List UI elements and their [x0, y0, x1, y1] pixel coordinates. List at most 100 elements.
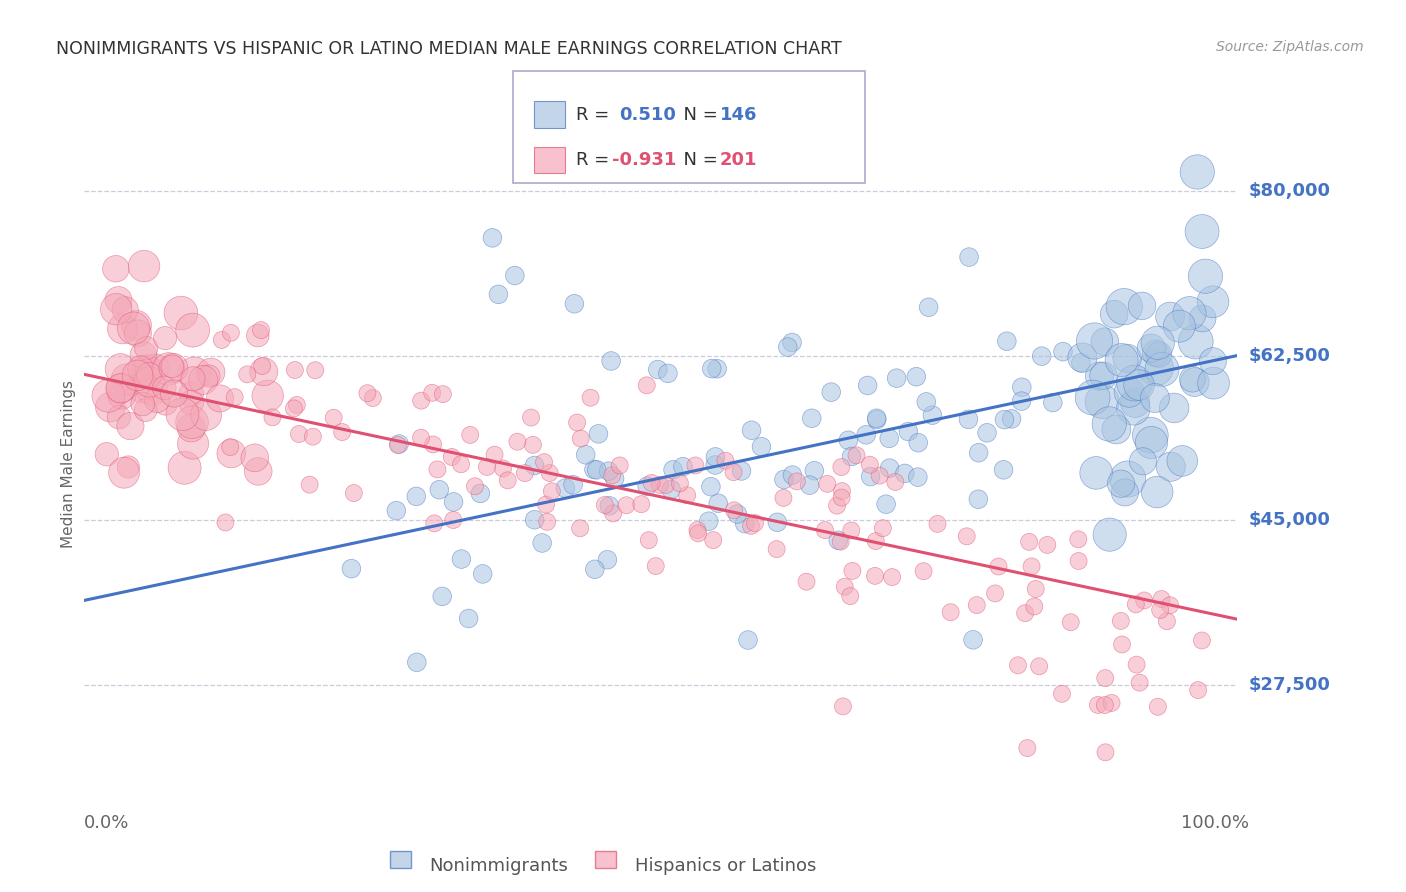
Point	[411, 393, 433, 408]
Point	[880, 570, 903, 584]
Point	[596, 553, 619, 567]
Point	[1088, 369, 1111, 384]
Point	[132, 348, 155, 362]
Point	[917, 300, 939, 314]
Point	[457, 611, 479, 625]
Point	[256, 389, 278, 403]
Point	[1091, 394, 1114, 409]
Point	[110, 362, 132, 376]
Text: 146: 146	[720, 106, 758, 124]
Point	[111, 388, 134, 402]
Point	[830, 534, 852, 549]
Point	[655, 478, 678, 492]
Point	[662, 463, 685, 477]
Point	[100, 400, 122, 414]
Point	[1156, 615, 1178, 629]
Point	[181, 436, 204, 450]
Point	[875, 497, 897, 511]
Point	[432, 590, 454, 604]
Point	[298, 477, 321, 491]
Point	[1098, 417, 1121, 431]
Point	[702, 533, 724, 548]
Point	[236, 368, 259, 382]
Point	[1184, 375, 1206, 389]
Point	[644, 559, 666, 574]
Point	[554, 481, 576, 495]
Point	[172, 407, 194, 421]
Point	[1163, 401, 1185, 415]
Point	[740, 519, 762, 533]
Text: $80,000: $80,000	[1249, 182, 1330, 200]
Point	[834, 580, 856, 594]
Point	[782, 468, 804, 483]
Point	[967, 492, 990, 507]
Point	[765, 542, 787, 557]
Point	[481, 231, 503, 245]
Point	[984, 586, 1007, 600]
Point	[993, 463, 1015, 477]
Point	[598, 499, 620, 513]
Point	[114, 302, 136, 317]
Point	[125, 318, 148, 333]
Point	[1144, 346, 1167, 360]
Point	[181, 372, 204, 386]
Point	[1150, 592, 1173, 607]
Point	[927, 516, 949, 531]
Point	[856, 378, 879, 392]
Point	[1130, 299, 1153, 313]
Point	[700, 480, 723, 494]
Point	[1017, 741, 1039, 756]
Point	[330, 425, 353, 439]
Point	[284, 363, 307, 377]
Point	[588, 426, 610, 441]
Point	[540, 484, 562, 499]
Point	[420, 385, 443, 400]
Point	[1025, 582, 1047, 596]
Point	[637, 533, 659, 548]
Point	[96, 447, 118, 461]
Point	[772, 491, 794, 505]
Point	[1094, 334, 1116, 349]
Point	[865, 411, 887, 425]
Point	[879, 461, 901, 475]
Legend: Nonimmigrants, Hispanics or Latinos: Nonimmigrants, Hispanics or Latinos	[382, 848, 824, 882]
Point	[471, 566, 494, 581]
Point	[676, 488, 699, 502]
Point	[111, 322, 134, 336]
Point	[153, 331, 176, 345]
Point	[198, 369, 221, 384]
Point	[112, 466, 135, 480]
Point	[957, 250, 980, 264]
Point	[450, 457, 472, 471]
Point	[520, 410, 543, 425]
Point	[905, 369, 928, 384]
Point	[884, 475, 907, 489]
Point	[569, 432, 592, 446]
Text: 201: 201	[720, 151, 758, 169]
Point	[1067, 533, 1090, 547]
Point	[183, 367, 205, 381]
Point	[583, 562, 606, 576]
Point	[796, 574, 818, 589]
Point	[1150, 362, 1173, 376]
Point	[1116, 472, 1139, 486]
Point	[155, 396, 177, 410]
Point	[741, 423, 763, 437]
Point	[170, 306, 193, 320]
Point	[723, 503, 745, 517]
Point	[1191, 633, 1213, 648]
Point	[1118, 385, 1140, 400]
Point	[1070, 356, 1092, 370]
Point	[1071, 351, 1094, 365]
Point	[1109, 614, 1132, 628]
Point	[503, 268, 526, 283]
Point	[523, 513, 546, 527]
Point	[219, 446, 242, 460]
Point	[855, 427, 877, 442]
Point	[143, 360, 166, 375]
Point	[356, 386, 378, 401]
Point	[886, 371, 908, 385]
Point	[1105, 422, 1128, 436]
Point	[894, 467, 917, 481]
Point	[565, 416, 588, 430]
